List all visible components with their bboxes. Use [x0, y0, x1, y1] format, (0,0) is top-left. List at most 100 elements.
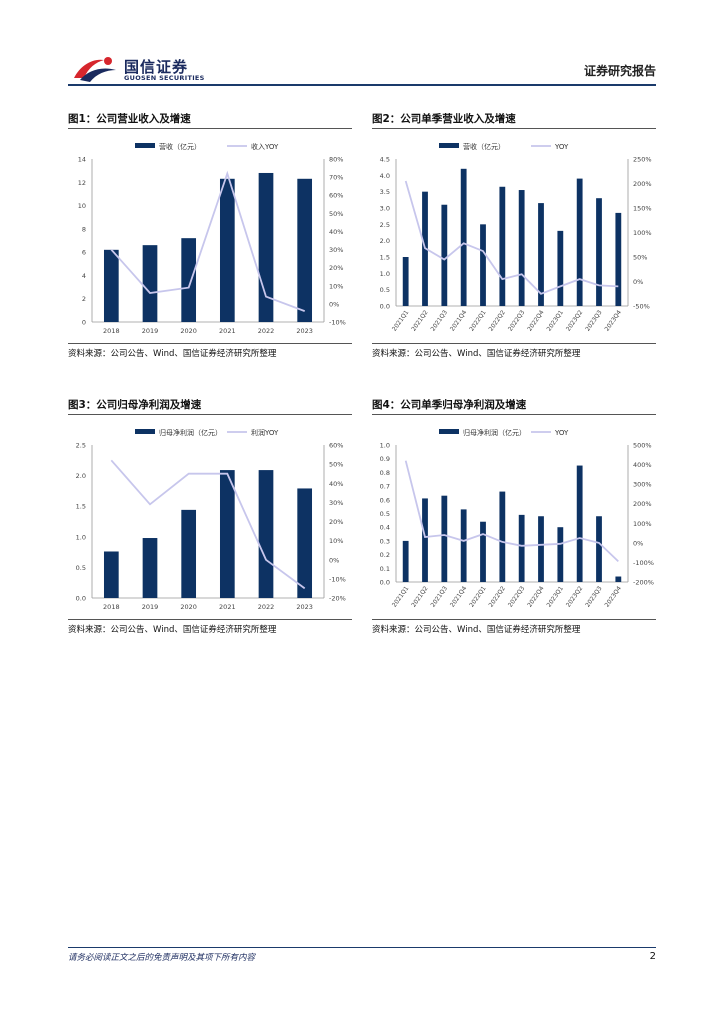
- left-tick-label: 0.6: [380, 496, 390, 504]
- x-tick-label: 2023Q2: [565, 585, 584, 609]
- figure-1-title: 图1：公司营业收入及增速: [68, 113, 191, 125]
- x-tick-label: 2022Q4: [526, 309, 545, 333]
- right-tick-label: 30%: [329, 246, 343, 254]
- left-tick-label: 0.5: [380, 510, 390, 518]
- logo-icon: [74, 57, 116, 82]
- right-tick-label: 0%: [633, 278, 643, 286]
- x-tick-label: 2022: [258, 603, 275, 611]
- legend-bar-swatch: [439, 429, 459, 434]
- x-tick-label: 2022Q2: [488, 309, 507, 333]
- left-tick-label: 6: [82, 249, 86, 257]
- right-tick-label: 70%: [329, 174, 343, 182]
- left-tick-label: 1.5: [380, 254, 390, 262]
- bar: [518, 190, 525, 306]
- left-tick-label: 12: [78, 179, 86, 187]
- legend-bar-label: 归母净利润（亿元）: [159, 428, 222, 437]
- right-tick-label: 20%: [329, 264, 343, 272]
- left-tick-label: 2.0: [76, 472, 86, 480]
- bar: [538, 516, 544, 582]
- bar: [576, 465, 583, 582]
- report-type-label: 证券研究报告: [583, 64, 656, 78]
- right-tick-label: -100%: [633, 559, 654, 567]
- legend-line-label: YOY: [554, 429, 569, 437]
- right-tick-label: 100%: [633, 229, 652, 237]
- bar: [219, 470, 235, 598]
- bar: [441, 495, 448, 582]
- right-tick-label: 50%: [329, 210, 343, 218]
- right-tick-label: 250%: [633, 156, 652, 164]
- bar: [258, 470, 274, 598]
- left-tick-label: 0.4: [380, 524, 390, 532]
- bar: [422, 498, 428, 582]
- left-tick-label: 0.9: [380, 455, 390, 463]
- legend-bar-swatch: [439, 143, 459, 148]
- right-tick-label: 0%: [329, 556, 339, 564]
- x-tick-label: 2021Q4: [449, 585, 468, 609]
- left-tick-label: 8: [82, 225, 86, 233]
- right-tick-label: 40%: [329, 480, 343, 488]
- right-tick-label: 10%: [329, 537, 343, 545]
- right-tick-label: 60%: [329, 192, 343, 200]
- x-tick-label: 2019: [142, 327, 159, 335]
- legend-line-label: 收入YOY: [251, 142, 279, 151]
- right-tick-label: 200%: [633, 180, 652, 188]
- right-tick-label: 300%: [633, 481, 652, 489]
- left-tick-label: 0: [82, 319, 86, 327]
- x-tick-label: 2021Q3: [430, 309, 449, 333]
- left-tick-label: 0.1: [380, 565, 390, 573]
- x-tick-label: 2023Q1: [546, 309, 565, 333]
- right-tick-label: 30%: [329, 499, 343, 507]
- figure-1-source-rule: [68, 343, 352, 344]
- bar: [103, 551, 119, 598]
- left-tick-label: 0.2: [380, 551, 390, 559]
- right-tick-label: 400%: [633, 461, 652, 469]
- figure-3-title-rule: [68, 414, 352, 415]
- x-tick-label: 2023Q2: [565, 309, 584, 333]
- right-tick-label: -20%: [329, 595, 346, 603]
- right-tick-label: 0%: [329, 300, 339, 308]
- left-tick-label: 0.0: [380, 579, 390, 587]
- bar: [297, 488, 313, 598]
- bar: [518, 514, 525, 582]
- right-tick-label: -10%: [329, 575, 346, 583]
- left-tick-label: 1.5: [76, 503, 86, 511]
- bar: [615, 576, 622, 582]
- bar: [402, 257, 409, 306]
- bar: [402, 540, 409, 582]
- x-tick-label: 2023Q4: [604, 585, 623, 609]
- right-tick-label: -50%: [633, 303, 650, 311]
- x-tick-label: 2021: [219, 603, 236, 611]
- legend-bar-label: 归母净利润（亿元）: [463, 428, 526, 437]
- x-tick-label: 2021Q3: [430, 585, 449, 609]
- right-tick-label: 100%: [633, 520, 652, 528]
- bar: [480, 521, 486, 582]
- right-tick-label: 150%: [633, 205, 652, 213]
- left-tick-label: 0.5: [380, 286, 390, 294]
- legend-bar-swatch: [135, 429, 155, 434]
- right-tick-label: 60%: [329, 442, 343, 450]
- figure-2-title: 图2：公司单季营业收入及增速: [372, 113, 516, 125]
- x-tick-label: 2020: [180, 603, 197, 611]
- bar: [142, 245, 158, 322]
- x-tick-label: 2023: [296, 603, 313, 611]
- legend-line-label: YOY: [554, 143, 569, 151]
- bar: [596, 198, 602, 306]
- bar: [596, 516, 602, 582]
- x-tick-label: 2023: [296, 327, 313, 335]
- right-tick-label: 80%: [329, 156, 343, 164]
- x-tick-label: 2021Q4: [449, 309, 468, 333]
- left-tick-label: 2.5: [76, 442, 86, 450]
- right-tick-label: 500%: [633, 442, 652, 450]
- left-tick-label: 0.0: [76, 595, 86, 603]
- figure-4-source: 资料来源：公司公告、Wind、国信证券经济研究所整理: [372, 625, 581, 635]
- x-tick-label: 2022Q3: [507, 309, 526, 333]
- x-tick-label: 2021Q1: [391, 585, 410, 609]
- brand-name-english: GUOSEN SECURITIES: [124, 74, 205, 82]
- left-tick-label: 10: [78, 202, 86, 210]
- x-tick-label: 2021Q2: [410, 309, 429, 333]
- header-divider: [68, 84, 656, 86]
- yoy-line: [110, 170, 306, 312]
- right-tick-label: 20%: [329, 518, 343, 526]
- bar: [557, 230, 564, 306]
- bar: [142, 538, 158, 598]
